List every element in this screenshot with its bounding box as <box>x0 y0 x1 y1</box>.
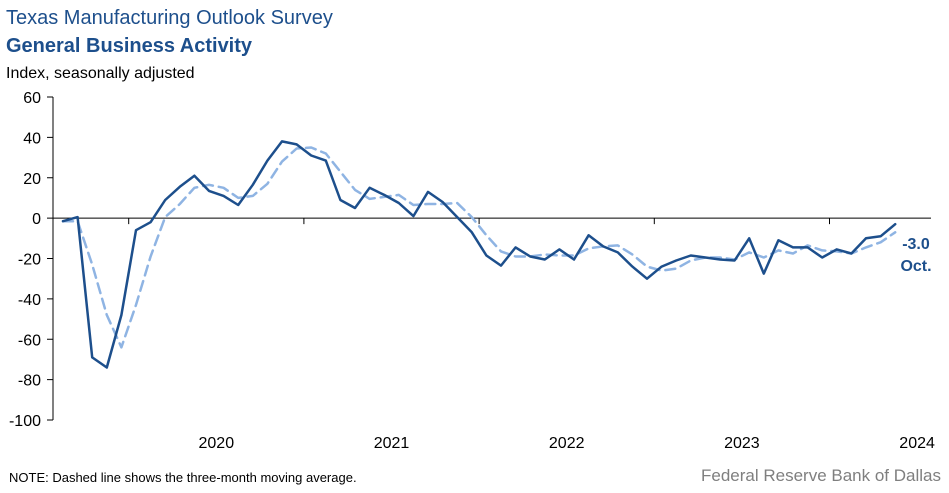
y-tick-label: 60 <box>23 90 41 107</box>
x-tick-label: 2024 <box>899 435 935 452</box>
y-tick-label: -40 <box>18 292 41 309</box>
y-tick-label: -60 <box>18 332 41 349</box>
annotation-value: -3.0 <box>902 236 930 253</box>
annotation-label: Oct. <box>900 258 931 275</box>
footnote: NOTE: Dashed line shows the three-month … <box>9 470 357 485</box>
chart-subtitle: General Business Activity <box>6 35 253 57</box>
x-tick-label: 2020 <box>199 435 235 452</box>
y-axis-label: Index, seasonally adjusted <box>6 65 195 82</box>
chart-title: Texas Manufacturing Outlook Survey <box>6 7 333 29</box>
moving-average-line <box>61 146 897 349</box>
y-tick-label: -100 <box>9 413 41 430</box>
y-tick-label: 0 <box>32 211 41 228</box>
y-tick-label: 40 <box>23 130 41 147</box>
y-tick-label: 20 <box>23 171 41 188</box>
y-tick-label: -20 <box>18 252 41 269</box>
x-tick-label: 2022 <box>549 435 585 452</box>
y-tick-label: -80 <box>18 373 41 390</box>
source-credit: Federal Reserve Bank of Dallas <box>700 466 941 485</box>
x-tick-label: 2023 <box>724 435 760 452</box>
index-line <box>61 140 897 369</box>
x-tick-label: 2021 <box>374 435 410 452</box>
